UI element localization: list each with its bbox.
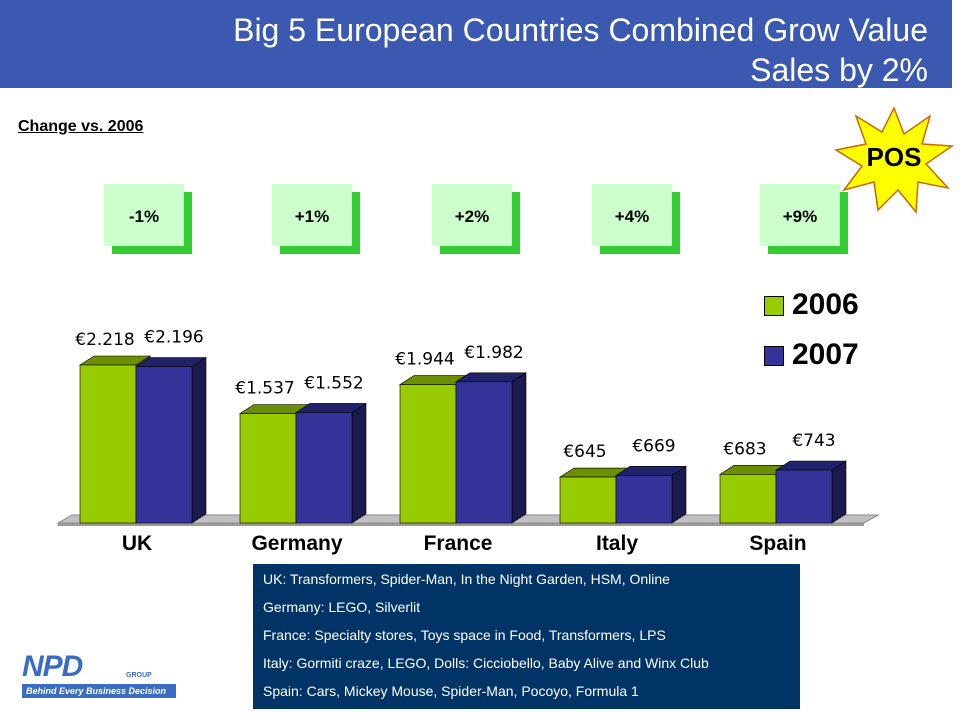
bar-top-2007-germany: [294, 403, 368, 413]
info-line-spain: Spain: Cars, Mickey Mouse, Spider-Man, P…: [263, 683, 639, 699]
data-label-2007-germany: €1.552: [304, 373, 363, 393]
bar-top-2006-spain: [718, 465, 792, 475]
starburst-icon: [834, 106, 954, 214]
title-line-1: Big 5 European Countries Combined Grow V…: [233, 12, 928, 48]
change-badge-italy: +4%: [592, 184, 680, 254]
legend-label-2007: 2007: [792, 338, 859, 371]
logo-wordmark: NPD: [22, 650, 83, 683]
bar-top-2007-italy: [614, 466, 688, 476]
title-line-2: Sales by 2%: [750, 52, 928, 88]
bar-2007-uk: [135, 366, 193, 524]
change-value: +1%: [272, 184, 352, 246]
data-label-2007-spain: €743: [792, 431, 835, 451]
change-badge-germany: +1%: [272, 184, 360, 254]
title-bar: Big 5 European Countries Combined Grow V…: [0, 0, 952, 88]
bar-top-2007-spain: [774, 460, 848, 471]
category-label-spain: Spain: [749, 532, 807, 555]
bar-2006-spain: [719, 474, 777, 524]
bar-top-2006-germany: [238, 404, 312, 414]
legend-item-2007: 2007: [764, 338, 874, 374]
bar-side-2006-germany: [295, 403, 311, 524]
bar-top-2006-uk: [78, 355, 152, 366]
bar-top-2006-france: [398, 375, 472, 385]
bar-2006-italy: [559, 476, 617, 524]
bar-2007-spain: [775, 469, 833, 524]
legend-swatch-2006: [764, 296, 784, 316]
change-value: +4%: [592, 184, 672, 246]
info-line-germany: Germany: LEGO, Silverlit: [263, 599, 421, 615]
bar-side-2007-italy: [671, 465, 687, 524]
info-line-uk: UK: Transformers, Spider-Man, In the Nig…: [263, 571, 670, 587]
npd-logo: NPD GROUP Behind Every Business Decision: [22, 650, 182, 700]
data-label-2006-spain: €683: [723, 439, 766, 459]
logo-group: GROUP: [126, 672, 152, 679]
data-label-2007-uk: €2.196: [144, 328, 203, 348]
bar-side-2006-uk: [135, 355, 151, 524]
data-label-2006-germany: €1.537: [235, 379, 294, 399]
bar-top-2006-italy: [558, 467, 632, 478]
legend-swatch-2007: [764, 346, 784, 366]
change-value: +2%: [432, 184, 512, 246]
legend-item-2006: 2006: [764, 288, 874, 324]
change-badge-france: +2%: [432, 184, 520, 254]
change-badge-uk: -1%: [104, 184, 192, 254]
bar-2006-france: [399, 384, 457, 524]
bar-side-2007-germany: [351, 402, 367, 524]
drivers-info-box: UK: Transformers, Spider-Man, In the Nig…: [253, 564, 800, 709]
change-value: +9%: [760, 184, 840, 246]
bar-2007-france: [455, 381, 513, 524]
change-value: -1%: [104, 184, 184, 246]
data-label-2006-uk: €2.218: [75, 330, 134, 350]
bar-side-2007-france: [511, 372, 527, 524]
category-axis-labels: UK Germany France Italy Spain: [0, 532, 960, 562]
pos-starburst-badge: POS: [834, 106, 954, 214]
bar-side-2007-spain: [831, 460, 847, 524]
bar-2006-germany: [239, 413, 297, 524]
bar-2007-germany: [295, 412, 353, 524]
chart-floor: [56, 514, 880, 524]
category-label-germany: Germany: [251, 532, 343, 555]
info-line-france: France: Specialty stores, Toys space in …: [263, 627, 666, 643]
pos-label: POS: [867, 142, 922, 172]
logo-tagline: Behind Every Business Decision: [22, 684, 176, 698]
category-label-italy: Italy: [595, 532, 639, 555]
category-label-uk: UK: [121, 532, 153, 555]
change-badge-spain: +9%: [760, 184, 848, 254]
bar-2006-uk: [79, 364, 137, 524]
bar-side-2006-france: [455, 374, 471, 524]
data-label-2006-italy: €645: [563, 442, 606, 462]
bar-side-2006-spain: [775, 464, 791, 524]
bar-2007-italy: [615, 475, 673, 524]
bar-side-2007-uk: [191, 357, 207, 524]
change-label: Change vs. 2006: [18, 118, 144, 135]
category-label-france: France: [423, 532, 493, 555]
data-label-2006-france: €1.944: [395, 350, 454, 370]
legend-label-2006: 2006: [792, 288, 859, 321]
bar-top-2007-france: [454, 372, 528, 383]
bar-side-2006-italy: [615, 467, 631, 524]
data-label-2007-italy: €669: [632, 436, 675, 456]
data-label-2007-france: €1.982: [464, 343, 523, 363]
chart-floor-edge: [58, 523, 864, 526]
info-line-italy: Italy: Gormiti craze, LEGO, Dolls: Cicci…: [263, 655, 709, 671]
bar-top-2007-uk: [134, 357, 208, 367]
